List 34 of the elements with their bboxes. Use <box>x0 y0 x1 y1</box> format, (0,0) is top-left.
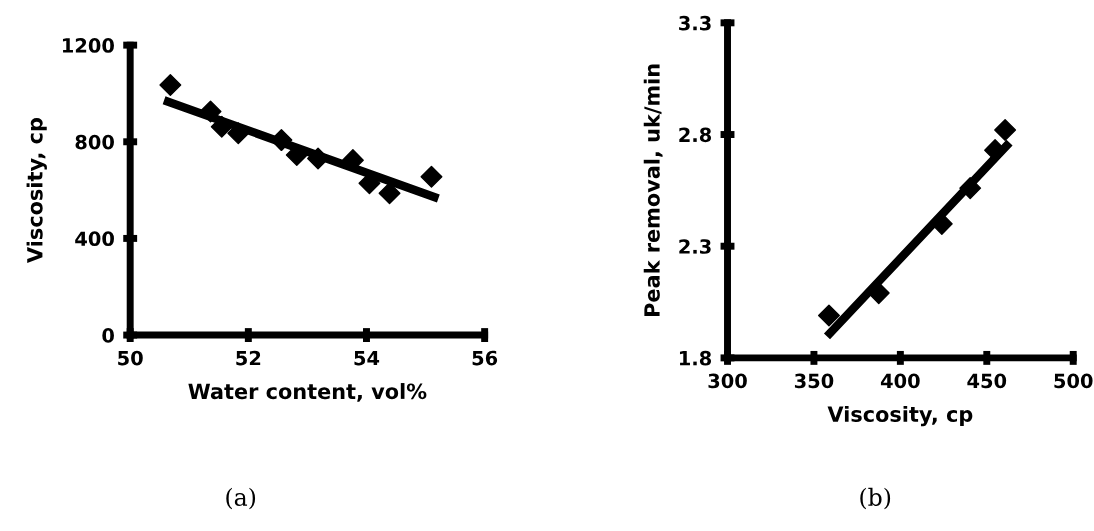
y-tick-label: 3.3 <box>679 15 711 31</box>
x-tick-label: 56 <box>472 350 498 366</box>
point <box>867 282 890 305</box>
x-axis-title: Water content, vol% <box>188 383 427 402</box>
y-tick-label: 2.8 <box>679 127 712 143</box>
y-tick-label: 0 <box>102 328 114 343</box>
text: (b) <box>860 487 891 510</box>
text: (a) <box>226 487 256 510</box>
point <box>199 100 222 123</box>
x-tick-label: 50 <box>118 350 143 366</box>
x-tick-label: 300 <box>708 373 747 389</box>
y-tick-label: 400 <box>75 231 114 247</box>
x-axis-title: Viscosity, cp <box>827 405 973 427</box>
point <box>159 74 182 96</box>
x-tick-label: 450 <box>967 373 1007 389</box>
x-tick-label: 500 <box>1054 373 1093 389</box>
point <box>378 182 401 205</box>
y-tick-label: 1.8 <box>679 350 712 366</box>
y-tick-label: 800 <box>75 134 114 150</box>
y-axis-title: Viscosity, cp <box>26 118 47 263</box>
point <box>270 129 293 152</box>
point <box>994 119 1017 142</box>
x-tick-label: 52 <box>236 350 261 366</box>
point <box>817 304 840 327</box>
y-tick-label: 2.3 <box>679 239 711 254</box>
x-tick-label: 350 <box>794 373 834 389</box>
point <box>227 122 250 145</box>
point <box>420 165 443 188</box>
point <box>210 115 233 138</box>
x-tick-label: 54 <box>354 350 380 366</box>
point <box>959 177 982 200</box>
x-tick-label: 400 <box>880 373 920 389</box>
y-tick-label: 1200 <box>62 38 114 53</box>
y-axis-title: Peak removal, uk/min <box>643 64 663 316</box>
